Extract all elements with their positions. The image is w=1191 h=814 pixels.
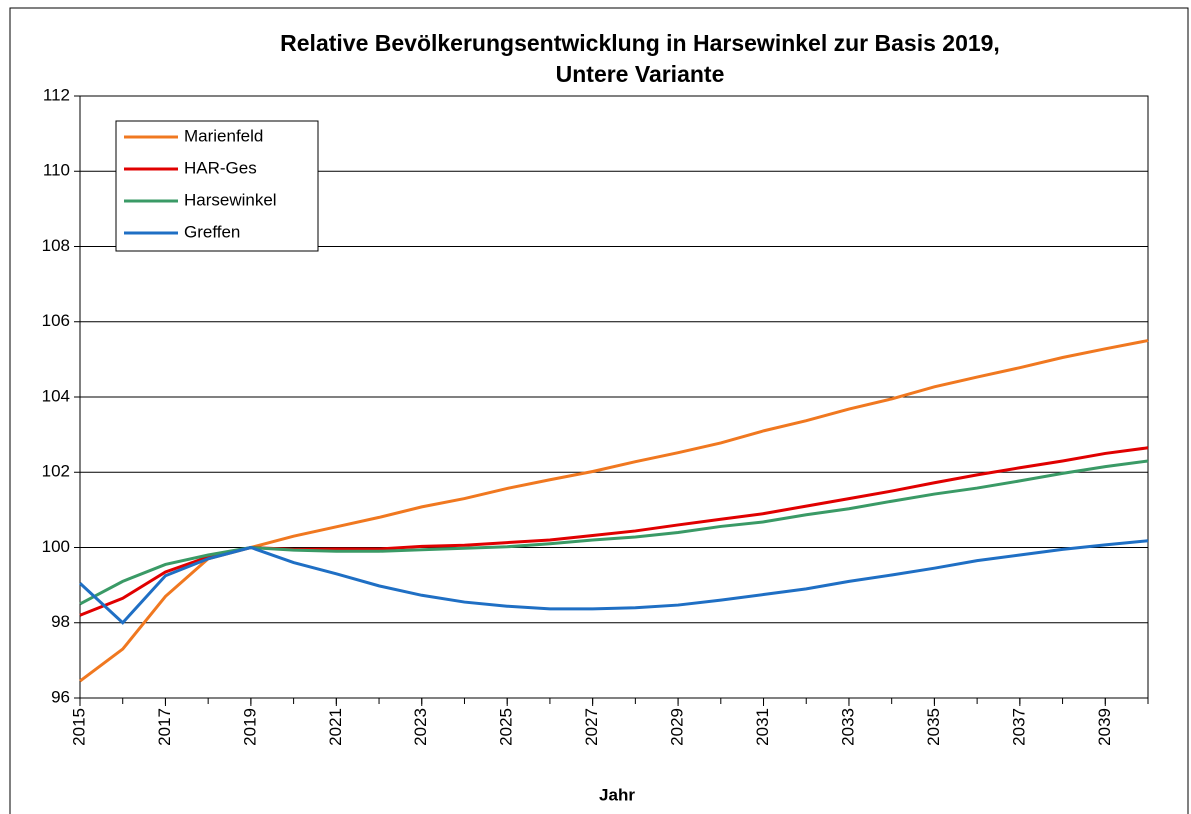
y-tick-label: 108: [42, 236, 70, 255]
line-series: [78, 539, 1149, 625]
x-tick-label: 2031: [753, 708, 772, 746]
chart-title: Relative Bevölkerungsentwicklung in Hars…: [280, 30, 1000, 56]
x-tick-label: 2027: [582, 708, 601, 746]
line-series: [79, 339, 1149, 683]
y-tick-label: 104: [42, 386, 70, 405]
x-tick-label: 2029: [668, 708, 687, 746]
legend-label: Greffen: [184, 222, 240, 241]
y-tick-label: 112: [43, 85, 70, 104]
x-tick-label: 2017: [155, 708, 174, 746]
x-axis-label: Jahr: [599, 785, 635, 804]
y-tick-label: 100: [42, 537, 70, 556]
chart-title: Untere Variante: [556, 61, 725, 87]
x-tick-label: 2033: [838, 708, 857, 746]
x-tick-label: 2023: [411, 708, 430, 746]
legend-label: HAR-Ges: [184, 158, 257, 177]
chart-border: [9, 7, 1189, 814]
x-tick-label: 2021: [326, 708, 345, 746]
line-series: [79, 459, 1149, 606]
y-tick-label: 98: [51, 612, 70, 631]
legend-label: Harsewinkel: [184, 190, 277, 209]
x-tick-label: 2019: [240, 708, 259, 746]
x-tick-label: 2035: [924, 708, 943, 746]
y-tick-label: 96: [51, 687, 70, 706]
x-tick-label: 2025: [497, 708, 516, 746]
y-tick-label: 106: [42, 311, 70, 330]
y-tick-label: 102: [42, 462, 70, 481]
x-tick-label: 2015: [69, 708, 88, 746]
legend-label: Marienfeld: [184, 126, 263, 145]
y-tick-label: 110: [43, 161, 70, 180]
x-tick-label: 2037: [1009, 708, 1028, 746]
legend-box: [115, 120, 319, 252]
x-tick-label: 2039: [1095, 708, 1114, 746]
